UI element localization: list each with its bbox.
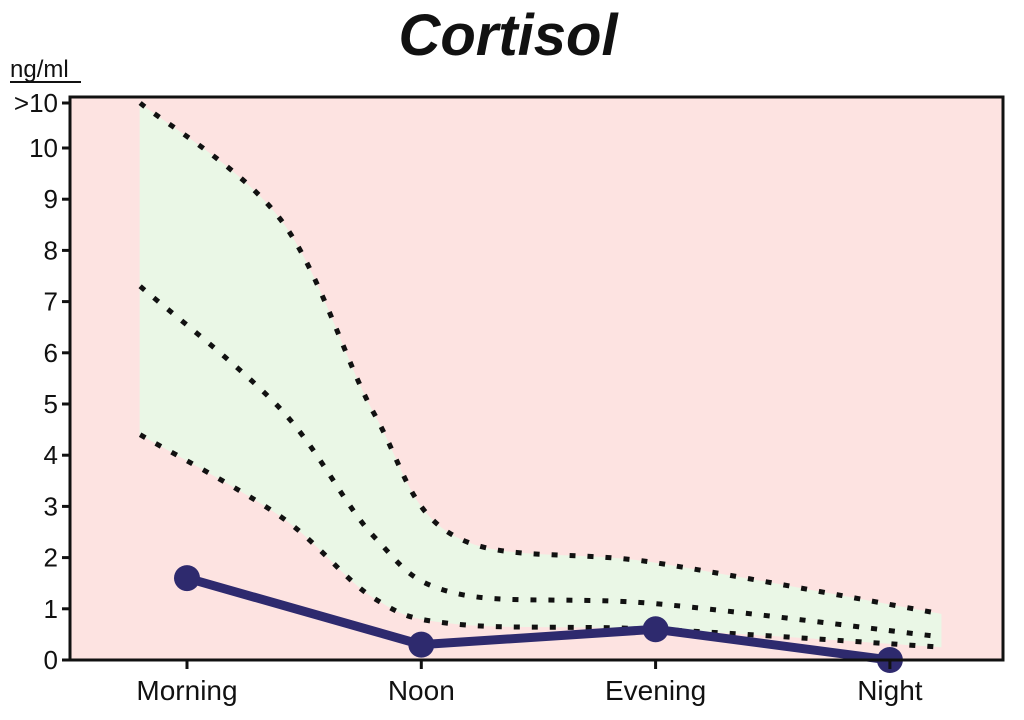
y-axis: 0 1 2 3 4 5 6 7 8 9 10 >10 [14,88,70,675]
reference-band-fill [140,103,942,648]
y-tick-label: 9 [44,184,58,214]
reference-lower-line [138,432,942,650]
x-tick-label-evening: Evening [605,675,706,706]
series-line [185,573,891,665]
y-tick-label: 0 [44,645,58,675]
y-tick-label: 2 [44,543,58,573]
y-tick-label: 3 [44,491,58,521]
x-tick-label-night: Night [857,675,923,706]
y-tick-label: 8 [44,235,58,265]
y-tick-label: 7 [44,287,58,317]
y-tick-label: 6 [44,338,58,368]
reference-middle-line [138,284,942,640]
x-tick-label-noon: Noon [388,675,455,706]
reference-upper-line [138,101,942,617]
x-axis: Morning Noon Evening Night [136,660,923,706]
series-point-noon [408,631,435,658]
y-tick-label: 5 [44,389,58,419]
y-tick-label: 1 [44,594,58,624]
y-axis-unit-label: ng/ml [10,56,69,83]
series-point-morning [174,565,200,592]
y-tick-label: >10 [14,88,58,118]
y-tick-label: 4 [44,440,58,470]
y-tick-label: 10 [29,133,58,163]
reference-band [138,101,942,650]
series-point-evening [642,616,669,643]
x-tick-label-morning: Morning [136,675,237,706]
chart-title: Cortisol [398,3,619,68]
plot-frame [68,95,1005,662]
